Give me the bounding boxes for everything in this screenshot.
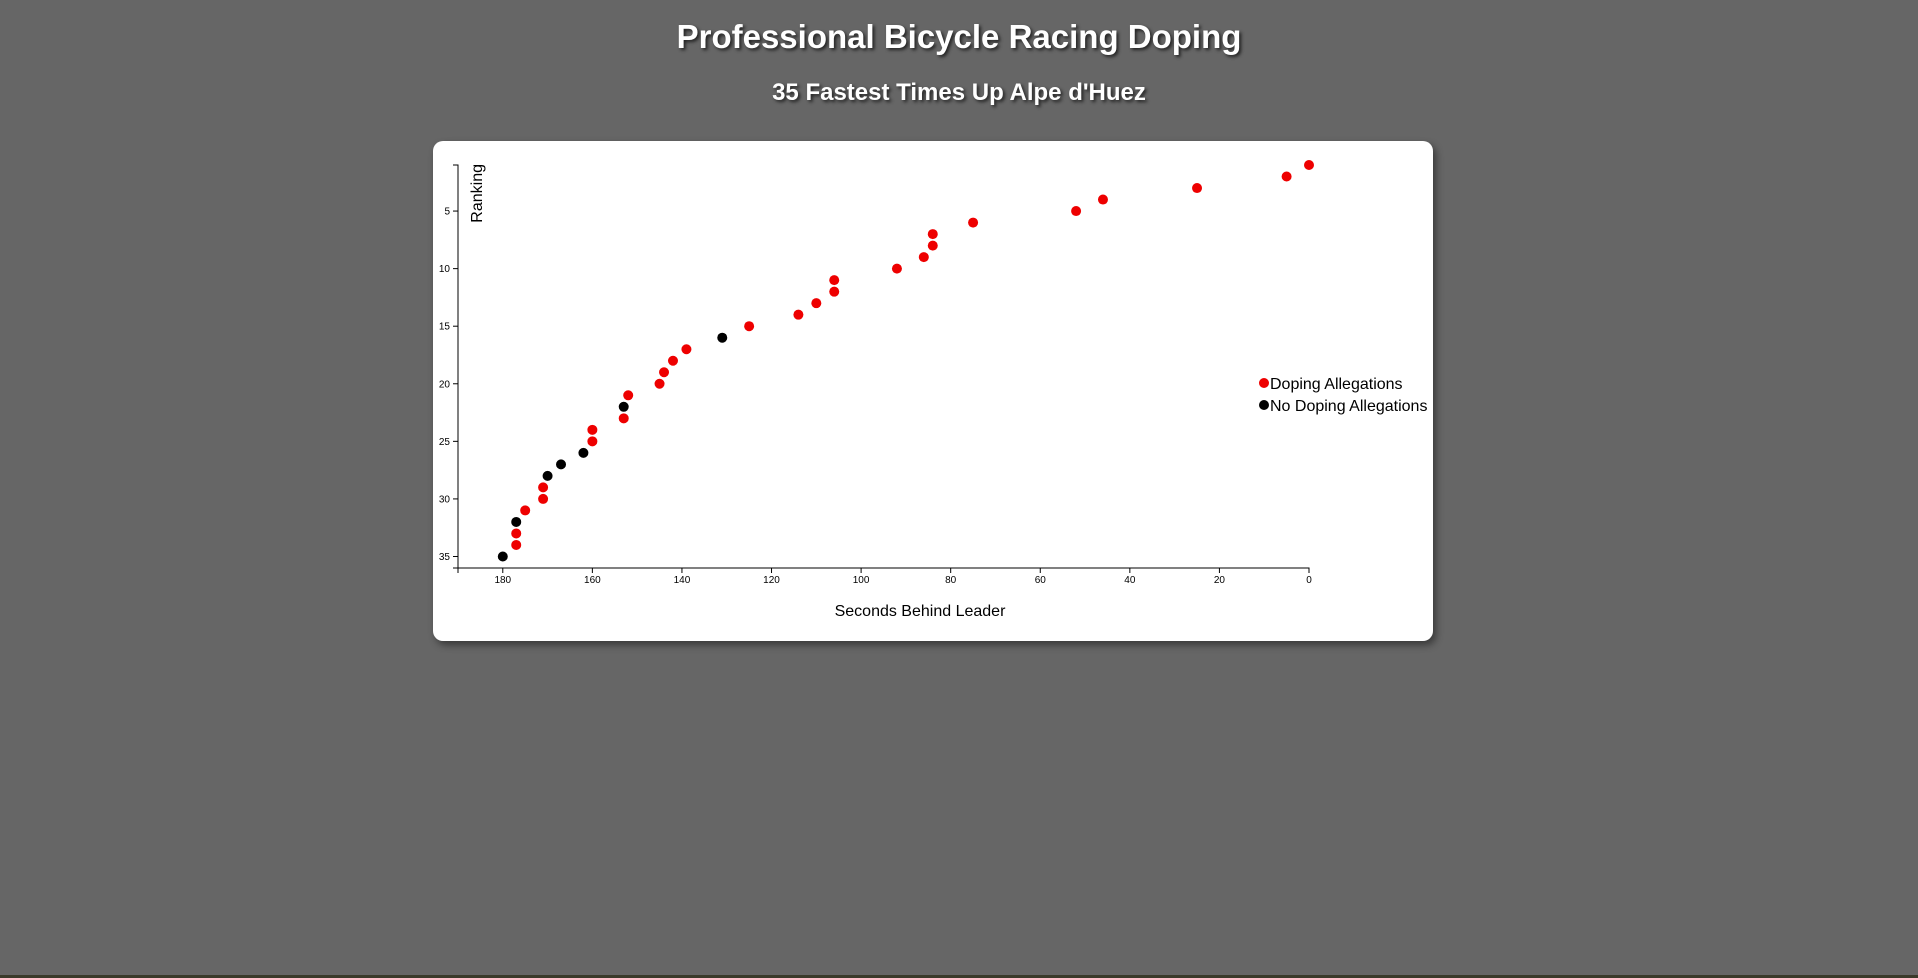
x-tick-label: 120 — [763, 575, 780, 586]
data-point-no-doping — [618, 401, 629, 412]
x-tick-label: 100 — [853, 575, 870, 586]
legend-label-no-doping: No Doping Allegations — [1270, 398, 1427, 415]
y-tick-label: 5 — [444, 207, 450, 218]
data-point-doping — [793, 309, 804, 320]
data-point-doping — [511, 528, 522, 539]
y-tick-label: 20 — [439, 379, 451, 390]
data-point-doping — [1071, 206, 1082, 217]
scatter-chart: 180 160 140 120 100 80 60 40 20 0 5 10 15 20 25 30 35 Se… — [439, 160, 1427, 620]
data-point-doping — [681, 344, 692, 355]
x-tick-label: 140 — [674, 575, 691, 586]
data-point-doping — [744, 321, 755, 332]
x-axis-line — [457, 567, 1310, 573]
data-point-no-doping — [511, 516, 522, 527]
plot-area: 180 160 140 120 100 80 60 40 20 0 5 10 15 20 25 30 35 — [439, 160, 1314, 586]
data-point-no-doping — [578, 447, 589, 458]
y-tick-label: 35 — [439, 552, 451, 563]
y-tick-label: 30 — [439, 494, 451, 505]
x-tick-label: 180 — [494, 575, 511, 586]
data-point-doping — [811, 298, 822, 309]
x-tick-label: 160 — [584, 575, 601, 586]
data-point-doping — [659, 367, 670, 378]
legend: Doping Allegations No Doping Allegations — [1259, 376, 1427, 415]
data-point-doping — [538, 482, 549, 493]
data-point-doping — [587, 424, 598, 435]
taskbar-strip — [0, 975, 1918, 978]
data-point-doping — [667, 355, 678, 366]
data-point-doping — [968, 217, 979, 228]
data-point-doping — [538, 493, 549, 504]
data-point-doping — [829, 275, 840, 286]
data-point-doping — [520, 505, 531, 516]
data-point-doping — [511, 539, 522, 550]
x-tick-label: 60 — [1035, 575, 1047, 586]
data-point-doping — [927, 240, 938, 251]
legend-label-doping: Doping Allegations — [1270, 376, 1403, 393]
x-tick-label: 40 — [1124, 575, 1136, 586]
data-point-no-doping — [717, 332, 728, 343]
data-point-no-doping — [556, 459, 567, 470]
data-point-doping — [829, 286, 840, 297]
legend-swatch-no-doping — [1259, 400, 1269, 410]
y-tick-label: 10 — [439, 264, 451, 275]
data-point-doping — [654, 378, 665, 389]
y-tick-label: 25 — [439, 437, 451, 448]
x-axis-title: Seconds Behind Leader — [835, 603, 1006, 620]
data-point-no-doping — [497, 551, 508, 562]
data-point-doping — [618, 413, 629, 424]
y-tick-label: 15 — [439, 322, 451, 333]
legend-swatch-doping — [1259, 378, 1269, 388]
page-title: Professional Bicycle Racing Doping — [676, 18, 1242, 55]
data-point-doping — [918, 252, 929, 263]
chart-card: 180 160 140 120 100 80 60 40 20 0 5 10 15 20 25 30 35 Se… — [433, 141, 1433, 641]
x-tick-label: 80 — [945, 575, 957, 586]
data-point-doping — [927, 229, 938, 240]
data-point-doping — [587, 436, 598, 447]
data-point-doping — [891, 263, 902, 274]
y-axis-line — [453, 164, 459, 569]
x-tick-label: 0 — [1306, 575, 1312, 586]
data-point-doping — [623, 390, 634, 401]
x-tick-label: 20 — [1214, 575, 1226, 586]
data-point-doping — [1304, 160, 1314, 170]
y-axis-title: Ranking — [469, 164, 486, 223]
data-point-doping — [1192, 183, 1203, 194]
data-point-doping — [1097, 194, 1108, 205]
data-point-doping — [1281, 171, 1292, 182]
data-point-no-doping — [542, 470, 553, 481]
page-subtitle: 35 Fastest Times Up Alpe d'Huez — [772, 79, 1146, 106]
